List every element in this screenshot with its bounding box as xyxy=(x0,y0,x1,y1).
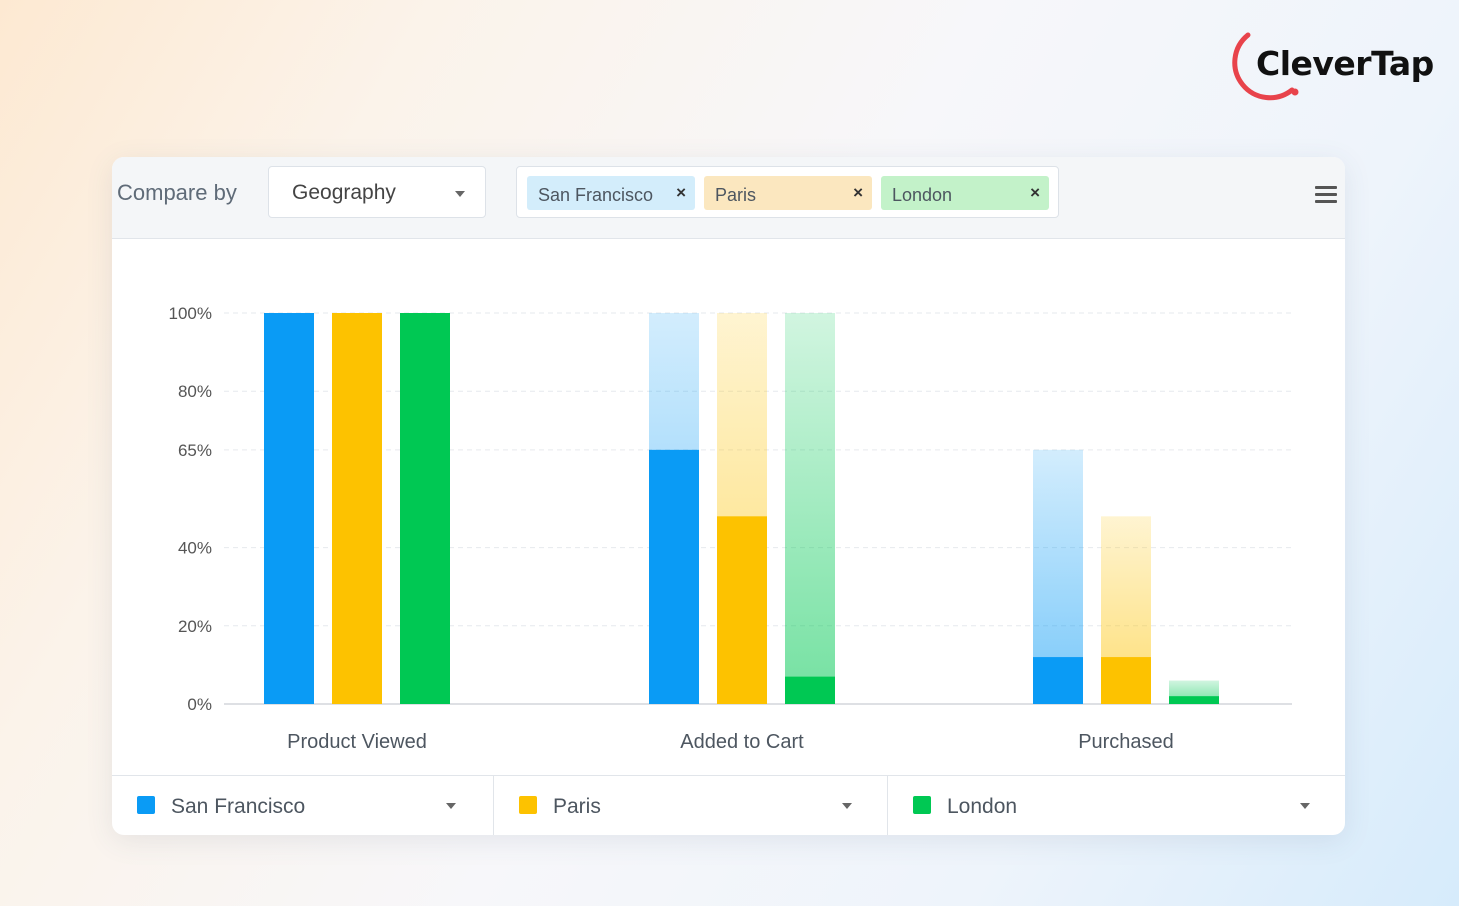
chevron-down-icon xyxy=(842,803,852,809)
legend-swatch xyxy=(913,796,931,814)
compare-by-dropdown[interactable]: Geography xyxy=(268,166,486,218)
funnel-compare-card: Compare by Geography San Francisco × Par… xyxy=(112,157,1345,835)
bar-london xyxy=(400,313,450,704)
legend-bar: San Francisco Paris London xyxy=(112,775,1345,835)
bar-san-francisco xyxy=(649,449,699,704)
hamburger-menu-icon[interactable] xyxy=(1315,186,1337,204)
bar-san-francisco xyxy=(1033,657,1083,704)
compare-toolbar: Compare by Geography San Francisco × Par… xyxy=(112,157,1345,239)
clevertap-logo: CleverTap xyxy=(1226,30,1436,106)
bar-london xyxy=(785,676,835,704)
x-category-label: Added to Cart xyxy=(680,731,804,753)
legend-item-san-francisco[interactable]: San Francisco xyxy=(112,776,494,835)
x-category-label: Purchased xyxy=(1078,731,1174,753)
bar-paris xyxy=(717,516,767,704)
legend-swatch xyxy=(137,796,155,814)
chip-london: London × xyxy=(881,176,1049,210)
y-tick-label: 20% xyxy=(178,617,212,636)
chevron-down-icon xyxy=(446,803,456,809)
compare-by-value: Geography xyxy=(292,181,396,204)
legend-item-paris[interactable]: Paris xyxy=(494,776,888,835)
bar-paris xyxy=(332,313,382,704)
chip-san-francisco: San Francisco × xyxy=(527,176,695,210)
close-icon[interactable]: × xyxy=(1030,183,1040,202)
chip-label: London xyxy=(892,185,953,205)
y-tick-label: 40% xyxy=(178,539,212,558)
funnel-bar-chart: 0% 20% 40% 65% 80% 100% Product Viewed Added to… xyxy=(169,304,1292,753)
chip-paris: Paris × xyxy=(704,176,872,210)
close-icon[interactable]: × xyxy=(853,183,863,202)
y-tick-label: 0% xyxy=(187,695,212,714)
x-category-label: Product Viewed xyxy=(287,731,427,753)
chip-label: San Francisco xyxy=(538,185,654,205)
brand-name: CleverTap xyxy=(1256,44,1434,83)
dropoff-bar-london xyxy=(785,313,835,704)
segment-chip-list[interactable]: San Francisco × Paris × London × xyxy=(516,166,1059,218)
close-icon[interactable]: × xyxy=(676,183,686,202)
bar-paris xyxy=(1101,657,1151,704)
bar-london xyxy=(1169,696,1219,704)
legend-label: Paris xyxy=(553,795,601,818)
y-tick-label: 65% xyxy=(178,441,212,460)
chevron-down-icon xyxy=(1300,803,1310,809)
y-tick-label: 100% xyxy=(169,304,212,323)
legend-label: San Francisco xyxy=(171,795,306,818)
chevron-down-icon xyxy=(455,191,465,197)
chip-label: Paris xyxy=(715,185,757,205)
logo-arc-icon xyxy=(1232,32,1299,101)
legend-label: London xyxy=(947,795,1018,818)
legend-item-london[interactable]: London xyxy=(888,776,1345,835)
compare-by-label: Compare by xyxy=(117,180,237,205)
legend-swatch xyxy=(519,796,537,814)
y-tick-label: 80% xyxy=(178,382,212,401)
bar-san-francisco xyxy=(264,313,314,704)
